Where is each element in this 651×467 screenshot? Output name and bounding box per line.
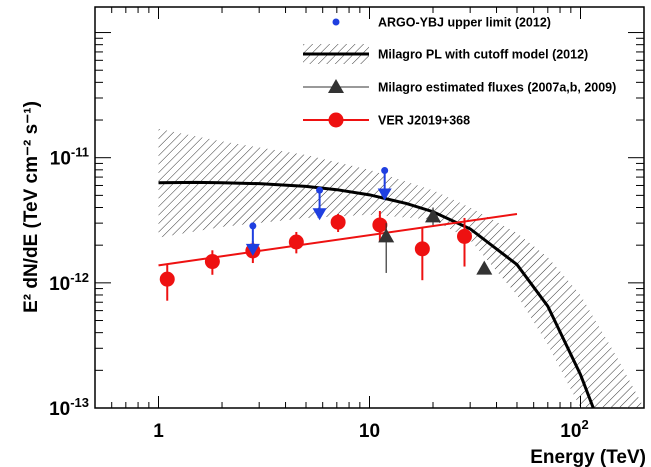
milagro-point [425, 208, 442, 223]
x-tick-label: 1 [153, 421, 164, 442]
legend: ARGO-YBJ upper limit (2012) Milagro PL wi… [303, 16, 616, 128]
legend-marker-argo [332, 18, 340, 26]
milagro-point [378, 228, 395, 243]
legend-label: Milagro PL with cutoff model (2012) [378, 48, 588, 62]
ver-point [330, 214, 346, 230]
milagro-point [476, 260, 493, 275]
y-tick-label: 10-13 [49, 395, 89, 420]
axes: 1 10 102 10-13 10-12 10-11 [49, 7, 645, 442]
x-axis-label: Energy (TeV) [530, 447, 646, 467]
milagro-uncertainty-band [158, 128, 645, 408]
y-tick-label: 10-12 [49, 270, 89, 295]
data-points [158, 167, 595, 409]
y-tick-label: 10-11 [50, 145, 89, 170]
milagro-model-curve [158, 180, 595, 409]
x-tick-label: 102 [560, 417, 588, 442]
ver-point [159, 271, 175, 287]
ver-point [456, 228, 472, 244]
argo-arrow-head [245, 243, 260, 256]
argo-arrow-head [377, 188, 392, 201]
legend-marker-milagro [328, 79, 344, 93]
x-tick-label: 10 [359, 421, 380, 442]
milagro-band-area [158, 128, 645, 408]
legend-label: ARGO-YBJ upper limit (2012) [378, 16, 551, 30]
y-axis-label: E² dN/dE (TeV cm⁻² s⁻¹) [21, 101, 42, 313]
legend-label: Milagro estimated fluxes (2007a,b, 2009) [378, 81, 616, 95]
ver-point [204, 254, 220, 270]
ver-fit-line [158, 212, 518, 267]
ver-point [414, 241, 430, 257]
argo-arrow-head [312, 208, 327, 221]
legend-label: VER J2019+368 [378, 114, 470, 128]
ver-point [288, 234, 304, 250]
ver-point [372, 217, 388, 233]
legend-marker-ver [328, 112, 344, 128]
